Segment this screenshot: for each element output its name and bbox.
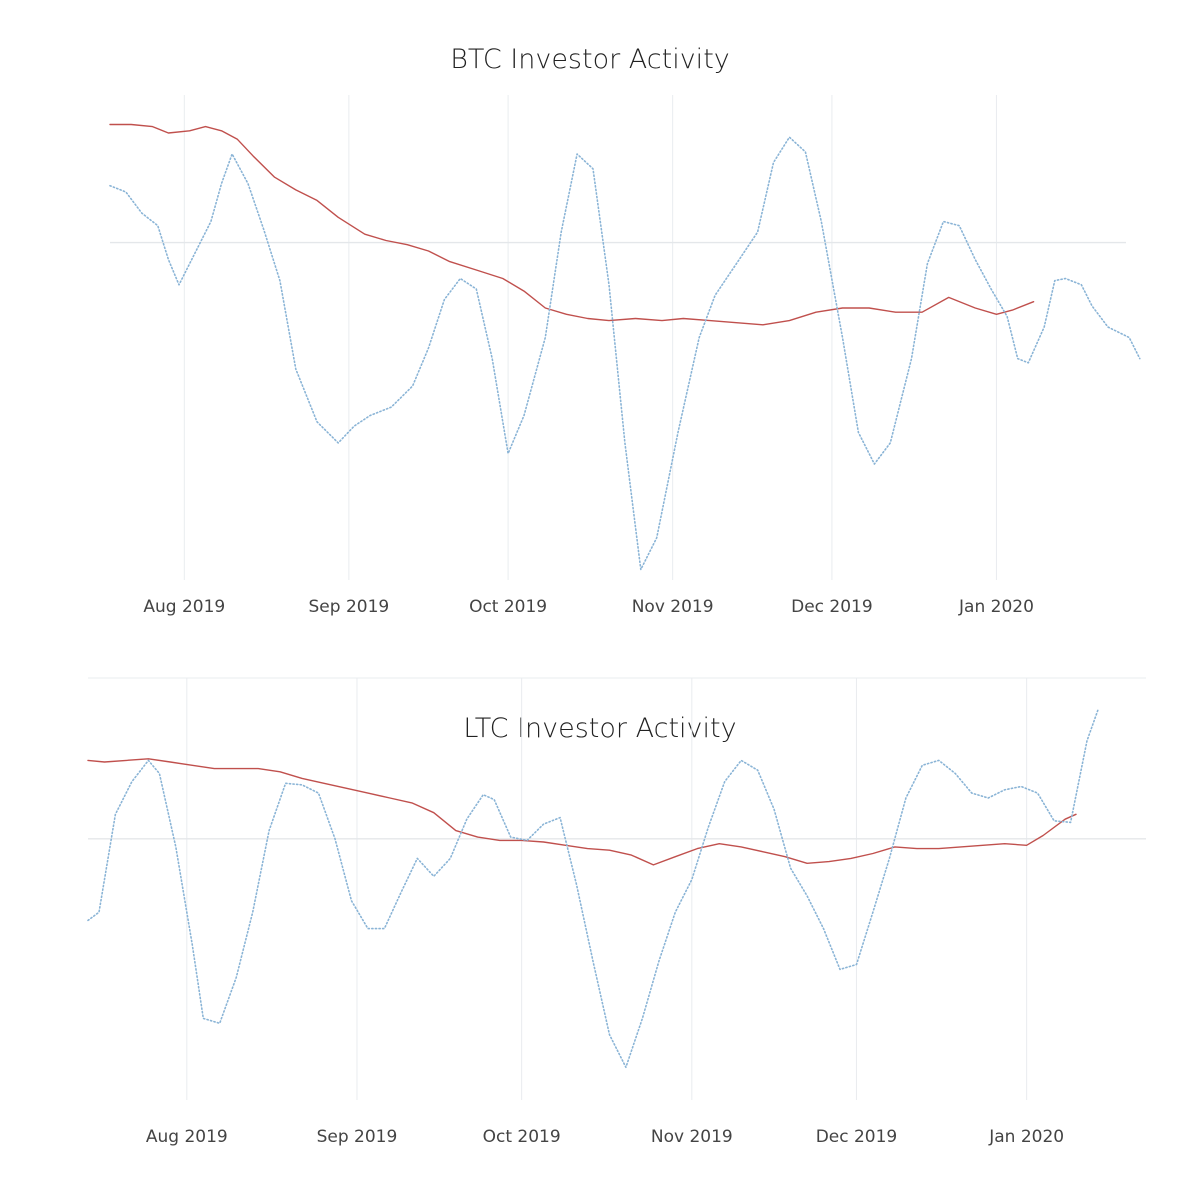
x-tick-label: Dec 2019 (816, 1127, 898, 1147)
btc-chart: BTC Investor Activity Aug 2019 Sep 2019 Oc… (109, 44, 1141, 617)
x-tick-label: Jan 2020 (988, 1127, 1064, 1147)
series-line-dotted (87, 709, 1099, 1069)
series-line-solid (87, 758, 1077, 866)
x-tick-label: Dec 2019 (791, 597, 873, 617)
x-tick-label: Oct 2019 (483, 1127, 561, 1147)
x-tick-label: Nov 2019 (632, 597, 714, 617)
x-tick-label: Oct 2019 (469, 597, 547, 617)
x-tick-label: Aug 2019 (146, 1127, 228, 1147)
btc-plot: Aug 2019 Sep 2019 Oct 2019 Nov 2019 Dec 2019… (109, 95, 1141, 617)
x-tick-label: Jan 2020 (958, 597, 1034, 617)
x-tick-label: Sep 2019 (317, 1127, 398, 1147)
series-line-solid (109, 123, 1035, 326)
x-tick-label: Sep 2019 (309, 597, 390, 617)
ltc-plot: Aug 2019 Sep 2019 Oct 2019 Nov 2019 Dec 2019… (87, 677, 1146, 1147)
chart-title: LTC Investor Activity (463, 713, 737, 744)
chart-title: BTC Investor Activity (450, 44, 730, 75)
series-line-dotted (109, 136, 1141, 571)
x-tick-label: Nov 2019 (651, 1127, 733, 1147)
ltc-chart: LTC Investor Activity Aug 2019 Sep 2019 Oc… (0, 660, 1200, 1200)
x-tick-label: Aug 2019 (143, 597, 225, 617)
